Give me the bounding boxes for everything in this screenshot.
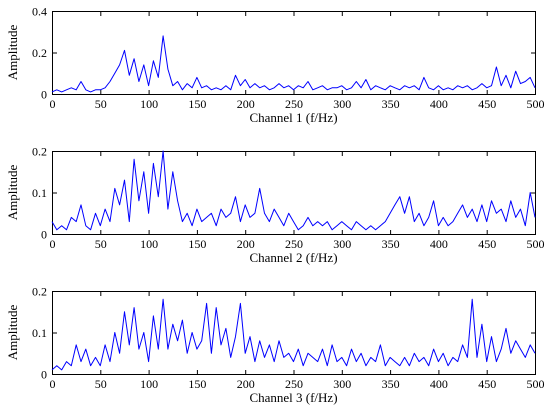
y-tick-label: 0.1 [32,186,47,200]
x-tick-label: 0 [50,97,56,111]
x-tick-label: 250 [285,377,303,391]
x-tick-label: 300 [333,377,351,391]
y-tick-label: 0.2 [32,145,47,159]
x-tick-label: 0 [50,237,56,251]
x-tick-label: 350 [382,237,400,251]
x-tick-label: 150 [188,237,206,251]
x-tick-label: 500 [527,377,545,391]
x-tick-label: 350 [382,377,400,391]
x-tick-label: 500 [527,237,545,251]
x-tick-label: 250 [285,237,303,251]
x-tick-label: 500 [527,97,545,111]
x-tick-label: 400 [430,237,448,251]
y-axis-label: Amplitude [5,164,20,220]
series-line [51,150,536,231]
x-tick-label: 50 [95,237,107,251]
y-tick-label: 0.1 [32,326,47,340]
series-line [51,35,536,93]
x-axis-label: Channel 3 (f/Hz) [249,390,337,405]
x-tick-label: 400 [430,377,448,391]
x-tick-label: 150 [188,377,206,391]
x-tick-label: 300 [333,97,351,111]
x-tick-label: 200 [237,377,255,391]
subplot-2: 0 50 100 150 200 250 300 350 400 450 500 0 0.1 0.2 Cha… [5,145,545,266]
series-line [51,298,536,371]
x-tick-label: 300 [333,237,351,251]
x-tick-label: 100 [140,377,158,391]
y-tick-label: 0.4 [32,5,47,19]
y-tick-label: 0 [41,88,47,102]
y-axis-label: Amplitude [5,24,20,80]
x-tick-label: 100 [140,97,158,111]
plot-area [52,151,536,235]
x-tick-label: 400 [430,97,448,111]
x-tick-label: 450 [478,377,496,391]
subplot-3: 0 50 100 150 200 250 300 350 400 450 500 0 0.1 0.2 Cha… [5,285,545,406]
y-tick-label: 0 [41,368,47,382]
x-tick-label: 200 [237,237,255,251]
plot-area [52,11,536,95]
x-tick-label: 450 [478,97,496,111]
y-tick-label: 0.2 [32,46,47,60]
y-tick-label: 0.2 [32,285,47,299]
x-tick-label: 150 [188,97,206,111]
x-axis-label: Channel 2 (f/Hz) [249,250,337,265]
x-tick-label: 450 [478,237,496,251]
x-tick-label: 250 [285,97,303,111]
x-tick-label: 0 [50,377,56,391]
y-tick-label: 0 [41,228,47,242]
x-tick-label: 50 [95,97,107,111]
y-axis-label: Amplitude [5,304,20,360]
x-tick-label: 100 [140,237,158,251]
subplot-1: 0 50 100 150 200 250 300 350 400 450 500 0 0.2 0.4 Cha… [5,5,545,126]
x-tick-label: 350 [382,97,400,111]
x-axis-label: Channel 1 (f/Hz) [249,110,337,125]
plot-area [52,291,536,375]
x-tick-label: 50 [95,377,107,391]
x-tick-label: 200 [237,97,255,111]
